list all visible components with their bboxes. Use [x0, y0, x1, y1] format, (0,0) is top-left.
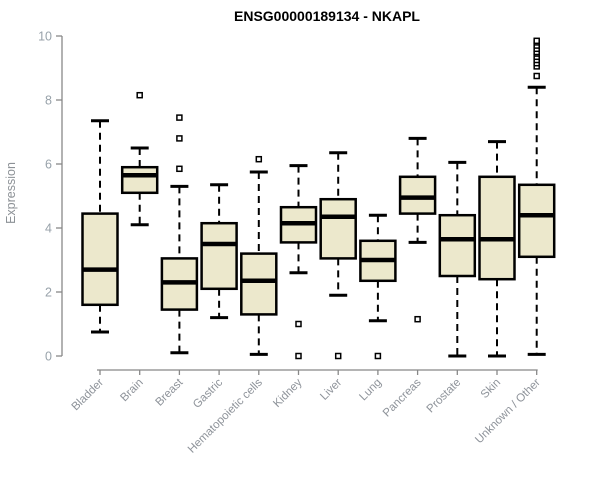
outlier-point: [176, 165, 183, 173]
box-kidney: [279, 164, 318, 360]
outlier-point: [295, 352, 302, 360]
iqr-box: [478, 175, 516, 281]
y-tick-label: 4: [45, 222, 52, 236]
box-hematopoietic-cells: [240, 155, 278, 356]
iqr-box: [200, 221, 238, 291]
outlier-point: [374, 352, 382, 360]
outlier-point: [295, 320, 302, 328]
outlier-point: [255, 155, 263, 163]
y-tick-label: 8: [45, 94, 52, 108]
x-tick-label: Pancreas: [381, 376, 424, 419]
box-liver: [319, 151, 357, 360]
y-tick-label: 6: [45, 158, 52, 172]
x-tick-label: Skin: [479, 377, 503, 401]
x-tick-label: Breast: [154, 376, 187, 409]
outlier-point: [176, 114, 183, 121]
x-tick-label: Lung: [357, 377, 384, 404]
box-brain: [120, 91, 159, 227]
outlier-point: [533, 72, 540, 80]
y-tick-label: 10: [38, 30, 52, 44]
box-series: [81, 37, 556, 360]
iqr-box: [398, 175, 437, 215]
x-tick-label: Liver: [318, 377, 344, 403]
iqr-box: [438, 213, 477, 278]
chart-title: ENSG00000189134 - NKAPL: [234, 8, 420, 24]
iqr-box: [517, 183, 556, 259]
x-tick-label: Prostate: [425, 377, 464, 416]
outlier-point: [334, 352, 342, 360]
iqr-box: [81, 212, 119, 307]
y-axis-title: Expression: [4, 162, 18, 224]
box-skin: [478, 140, 516, 358]
box-bladder: [81, 119, 119, 334]
box-breast: [160, 114, 199, 355]
box-pancreas: [398, 136, 437, 323]
x-tick-label: Kidney: [271, 376, 305, 410]
outlier-point: [414, 315, 421, 323]
x-tick-label: Gastric: [191, 376, 225, 410]
y-tick-label: 2: [45, 286, 52, 300]
x-tick-label: Hematopoietic cells: [186, 376, 265, 455]
box-unknown-other: [517, 37, 556, 356]
box-gastric: [200, 183, 238, 320]
iqr-box: [319, 197, 357, 260]
outlier-point: [533, 37, 540, 45]
x-tick-label: Bladder: [70, 377, 107, 414]
box-lung: [359, 213, 397, 360]
iqr-box: [240, 252, 278, 316]
y-tick-label: 0: [45, 350, 52, 364]
outlier-point: [136, 91, 143, 99]
x-tick-label: Brain: [118, 377, 145, 404]
iqr-box: [120, 165, 159, 195]
box-prostate: [438, 160, 477, 358]
outlier-point: [176, 135, 183, 142]
